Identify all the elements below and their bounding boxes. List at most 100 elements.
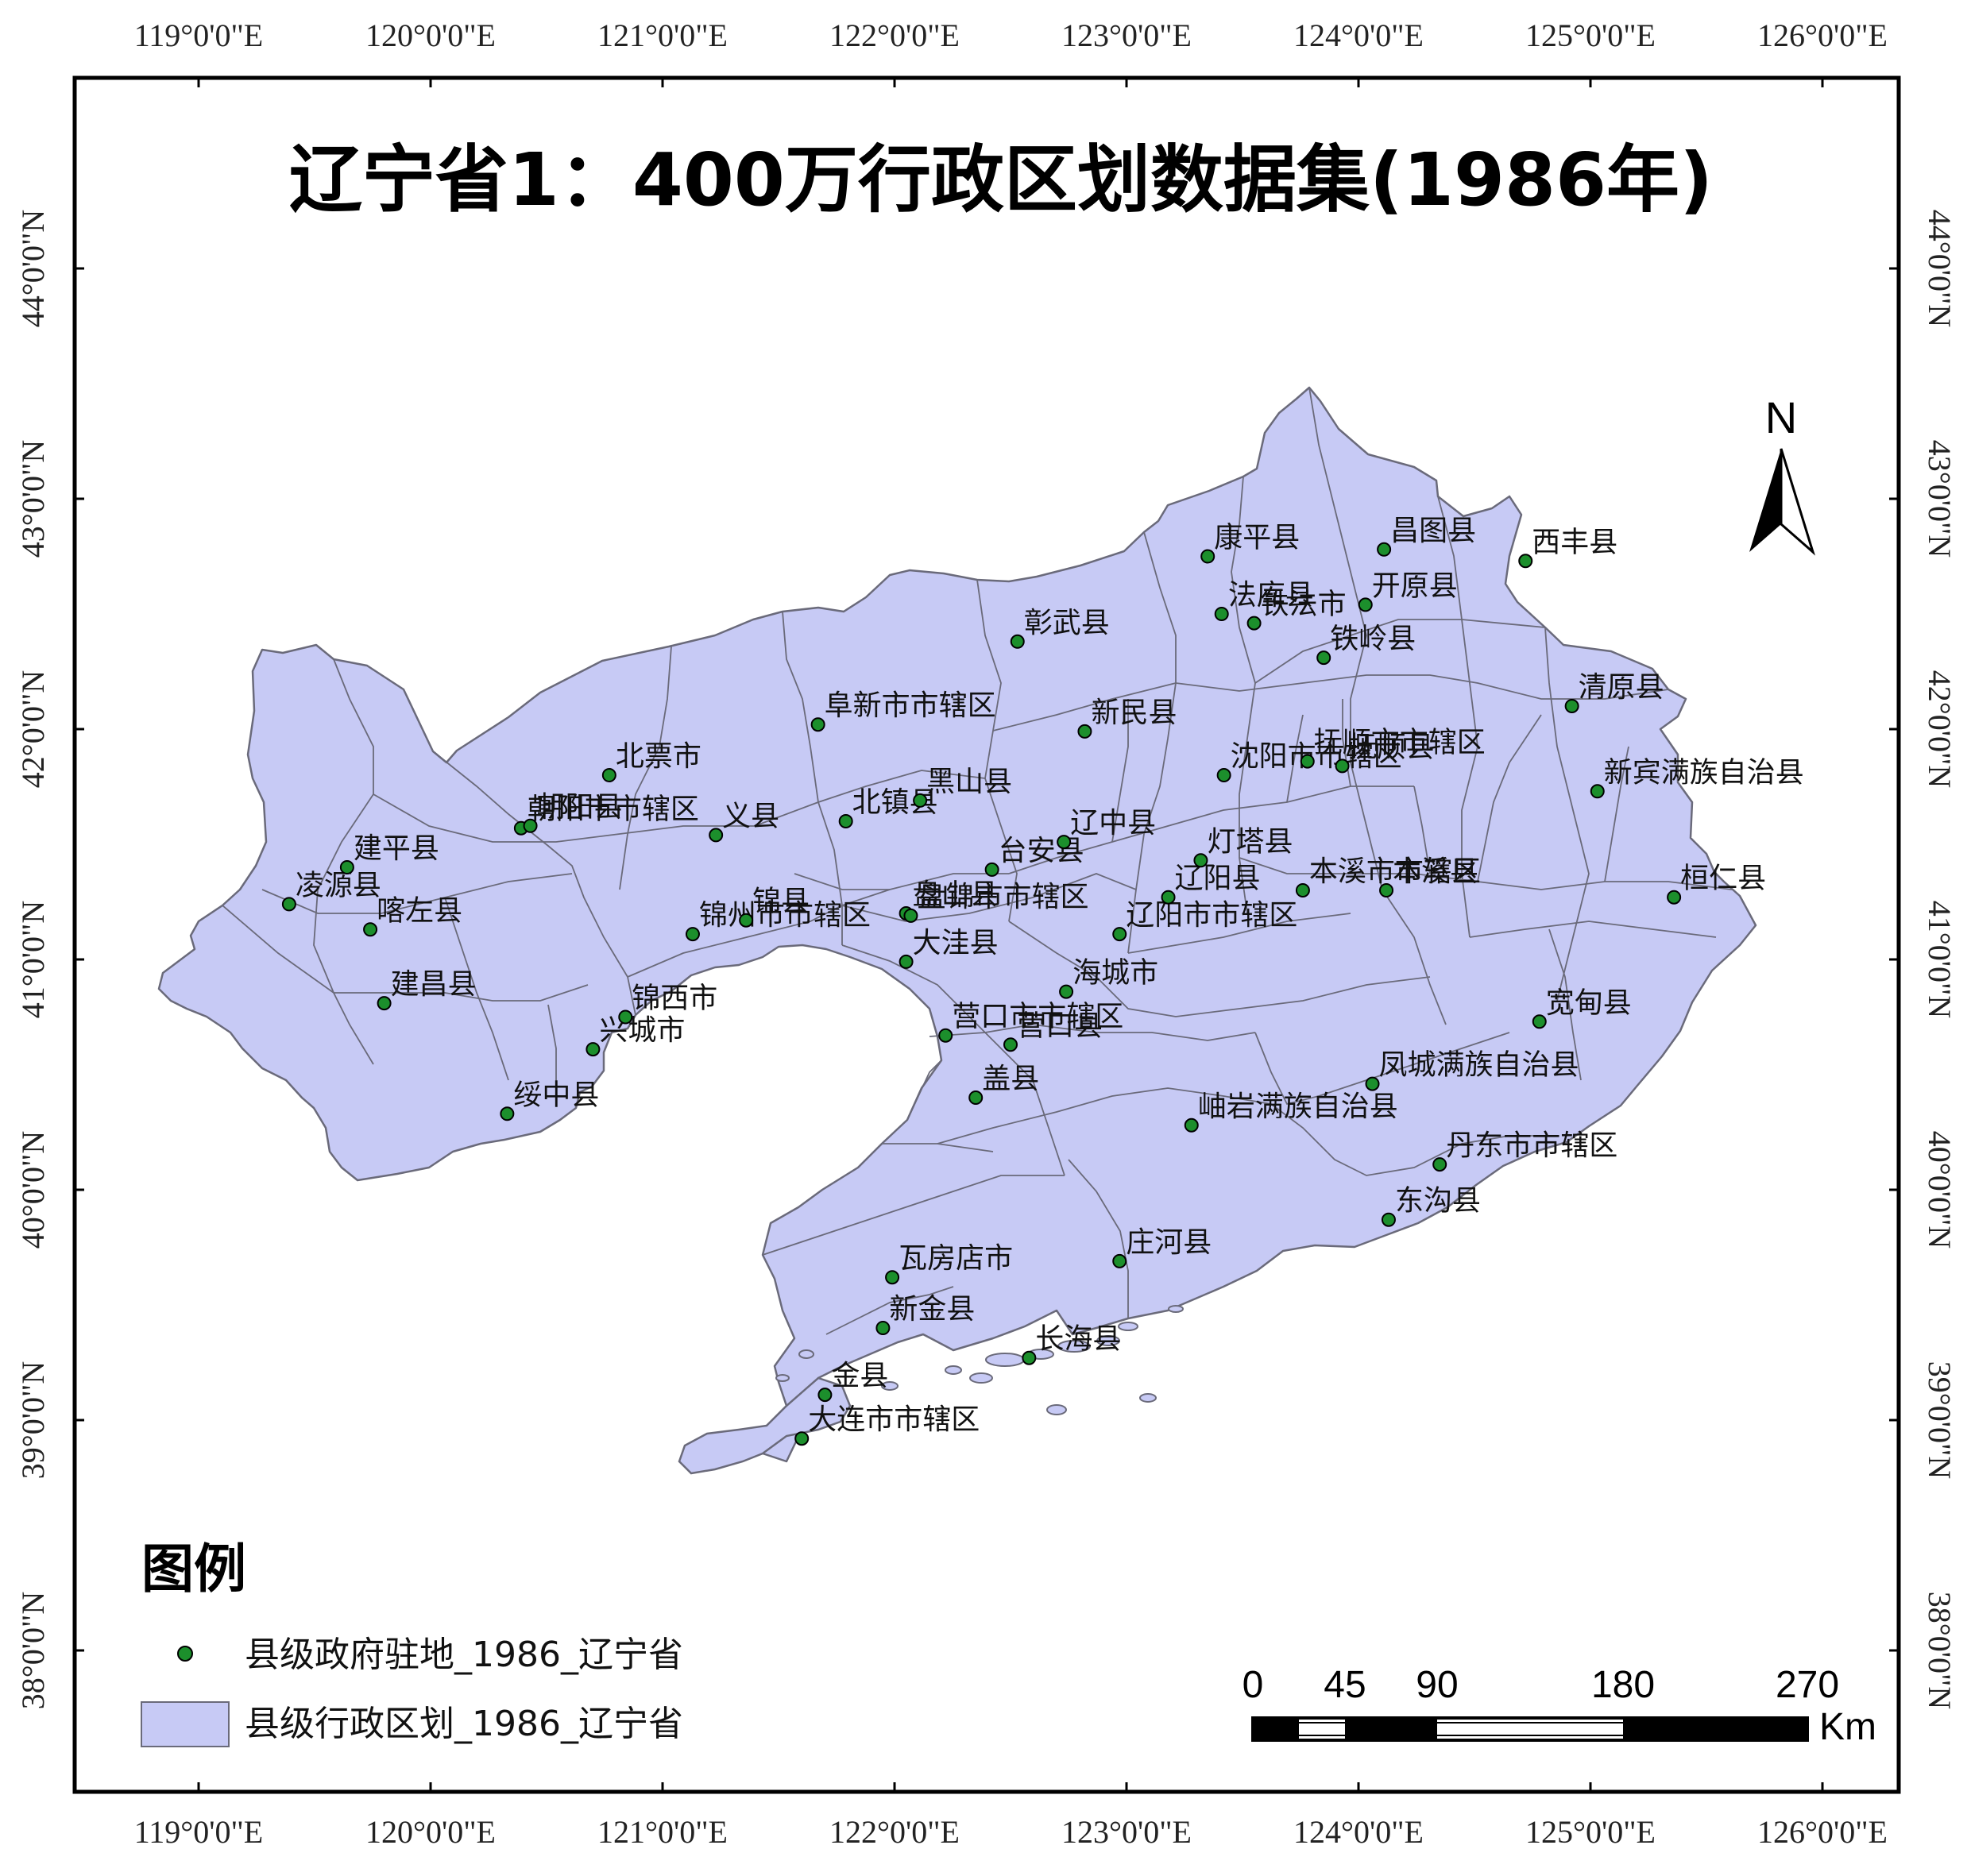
county-seat-point[interactable] (1216, 768, 1231, 782)
county-label: 西丰县 (1532, 526, 1617, 558)
county-label: 绥中县 (513, 1079, 599, 1111)
county-label: 法库县 (1228, 579, 1314, 612)
county-seat-point[interactable] (339, 860, 354, 874)
county-seat-point[interactable] (1059, 984, 1074, 999)
county-seat-point[interactable] (968, 1090, 984, 1105)
county-seat-point[interactable] (1590, 784, 1605, 799)
county-seat-point[interactable] (838, 814, 853, 828)
county-seat-point[interactable] (281, 897, 296, 912)
scale-tick-180: 180 (1591, 1664, 1655, 1706)
county-seat-point[interactable] (1077, 724, 1092, 739)
county-label: 康平县 (1214, 522, 1300, 554)
lat-label-right: 40°0'0"N (1922, 1131, 1957, 1249)
county-seat-point[interactable] (938, 1028, 953, 1043)
county-seat-point[interactable] (1295, 883, 1310, 897)
county-seat-point[interactable] (817, 1388, 833, 1403)
lon-label-top: 121°0'0"E (597, 17, 728, 53)
county-label: 凌源县 (296, 869, 381, 901)
lon-label-bottom: 125°0'0"E (1525, 1814, 1656, 1850)
county-seat-point[interactable] (913, 793, 928, 808)
county-label: 岫岩满族自治县 (1198, 1090, 1398, 1123)
county-label: 新民县 (1091, 697, 1177, 729)
legend-point-icon (177, 1646, 193, 1662)
county-seat-point[interactable] (1112, 927, 1127, 942)
county-seat-point[interactable] (1161, 890, 1176, 905)
county-seat-point[interactable] (1379, 883, 1394, 897)
lon-label-bottom: 123°0'0"E (1061, 1814, 1192, 1850)
county-label: 兴城市 (599, 1014, 685, 1047)
county-seat-point[interactable] (875, 1321, 891, 1335)
scale-tick-45: 45 (1324, 1664, 1366, 1706)
scale-tick-270: 270 (1776, 1664, 1839, 1706)
lon-label-bottom: 124°0'0"E (1293, 1814, 1424, 1850)
county-seat-point[interactable] (363, 922, 378, 937)
county-seat-point[interactable] (794, 1431, 810, 1446)
county-label: 喀左县 (377, 894, 462, 927)
county-seat-point[interactable] (1377, 542, 1392, 557)
county-seat-point[interactable] (523, 818, 538, 833)
county-seat-point[interactable] (1246, 616, 1262, 631)
county-seat-point[interactable] (377, 996, 392, 1011)
county-label: 长海县 (1035, 1323, 1121, 1356)
lon-label-bottom: 121°0'0"E (597, 1814, 728, 1850)
north-arrow-right-icon (1780, 448, 1815, 556)
county-seat-point[interactable] (1184, 1117, 1199, 1133)
lat-label-right: 42°0'0"N (1922, 670, 1957, 788)
county-seat-point[interactable] (601, 768, 616, 782)
lon-label-bottom: 122°0'0"E (829, 1814, 960, 1850)
county-seat-point[interactable] (903, 908, 918, 923)
county-seat-point[interactable] (709, 828, 724, 843)
lat-label-right: 43°0'0"N (1922, 440, 1957, 558)
county-label: 本溪县 (1393, 855, 1478, 888)
county-seat-point[interactable] (1200, 549, 1215, 564)
county-label: 盘山县 (913, 878, 999, 911)
county-seat-point[interactable] (500, 1106, 515, 1121)
county-seat-point[interactable] (1010, 634, 1025, 649)
scale-tick-90: 90 (1416, 1664, 1458, 1706)
scale-unit: Km (1819, 1706, 1876, 1748)
scale-tick-0: 0 (1243, 1664, 1264, 1706)
lat-label-left: 38°0'0"N (15, 1592, 51, 1709)
county-seat-point[interactable] (685, 927, 700, 942)
county-label: 彰武县 (1024, 607, 1110, 639)
county-seat-point[interactable] (586, 1042, 601, 1057)
lat-label-left: 43°0'0"N (15, 440, 51, 558)
dalian-peninsula (678, 1376, 852, 1475)
county-seat-point[interactable] (1003, 1037, 1018, 1052)
county-label: 建平县 (354, 832, 439, 865)
county-seat-point[interactable] (1532, 1014, 1547, 1029)
county-seat-point[interactable] (1381, 1212, 1396, 1227)
county-seat-point[interactable] (984, 862, 999, 877)
county-seat-point[interactable] (1335, 759, 1350, 774)
lat-label-left: 42°0'0"N (15, 670, 51, 788)
county-seat-point[interactable] (1365, 1076, 1380, 1091)
county-seat-point[interactable] (1300, 754, 1315, 769)
county-seat-point[interactable] (899, 954, 914, 969)
county-label: 金县 (831, 1360, 888, 1392)
county-seat-point[interactable] (810, 717, 825, 732)
county-seat-point[interactable] (1518, 554, 1533, 569)
county-seat-point[interactable] (1112, 1253, 1127, 1268)
county-seat-point[interactable] (1316, 650, 1331, 666)
legend-title: 图例 (141, 1538, 246, 1600)
county-seat-point[interactable] (618, 1009, 633, 1025)
county-seat-point[interactable] (1667, 890, 1682, 905)
county-seat-point[interactable] (1022, 1350, 1037, 1365)
county-seat-point[interactable] (1057, 835, 1072, 850)
lon-label-bottom: 126°0'0"E (1757, 1814, 1888, 1850)
county-seat-point[interactable] (1214, 607, 1229, 621)
county-seat-point[interactable] (885, 1270, 900, 1285)
county-seat-point[interactable] (1432, 1157, 1447, 1172)
county-label: 沈阳市市辖区 (1231, 740, 1402, 773)
lon-label-top: 123°0'0"E (1061, 17, 1192, 53)
county-seat-point[interactable] (1358, 597, 1373, 612)
county-label: 桓仁县 (1680, 863, 1766, 895)
map-title: 辽宁省1：400万行政区划数据集(1986年) (289, 137, 1713, 222)
north-arrow: N (1749, 392, 1815, 556)
lat-label-left: 39°0'0"N (15, 1361, 51, 1479)
county-seat-point[interactable] (1564, 699, 1579, 713)
county-seat-point[interactable] (1193, 853, 1208, 868)
county-seat-point[interactable] (739, 913, 754, 928)
